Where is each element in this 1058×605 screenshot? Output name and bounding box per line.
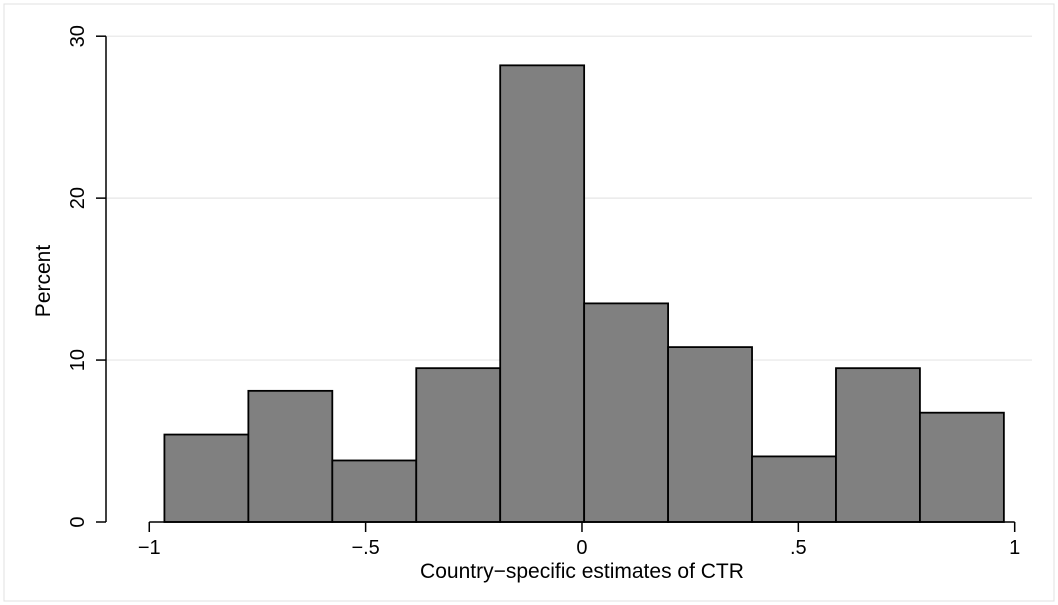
y-tick-label: 30 — [67, 25, 89, 47]
y-tick-label: 10 — [67, 349, 89, 371]
x-axis-ticks: −1 −.5 0 .5 1 — [138, 522, 1020, 559]
histogram-bar — [583, 302, 669, 523]
x-tick-label: −.5 — [351, 537, 379, 559]
histogram-bars — [163, 64, 1005, 523]
x-axis-title: Country−specific estimates of CTR — [420, 560, 744, 583]
x-tick-label: −1 — [138, 537, 161, 559]
y-axis-ticks: 0 10 20 30 — [67, 25, 106, 528]
histogram-bar — [499, 64, 586, 523]
histogram-bar — [667, 346, 753, 523]
histogram-bar — [247, 389, 334, 523]
histogram-bar — [331, 459, 418, 523]
histogram-bar — [163, 433, 250, 523]
y-axis-title: Percent — [32, 245, 55, 318]
x-tick-label: 1 — [1009, 537, 1020, 559]
x-tick-label: .5 — [790, 537, 807, 559]
histogram-bar — [835, 367, 921, 523]
y-tick-label: 20 — [67, 187, 89, 209]
y-tick-label: 0 — [67, 516, 89, 527]
x-tick-label: 0 — [576, 537, 587, 559]
histogram-bar — [919, 411, 1005, 523]
histogram-bar — [415, 367, 502, 523]
histogram-bar — [751, 455, 837, 523]
